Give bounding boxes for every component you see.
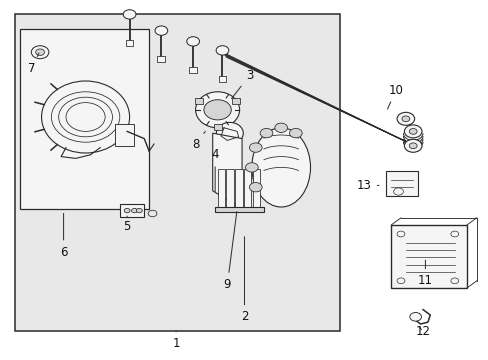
Circle shape [155, 26, 167, 35]
Polygon shape [212, 133, 242, 209]
Bar [215, 207, 264, 212]
Bar [252, 169, 260, 211]
Circle shape [289, 129, 302, 138]
Text: 3: 3 [231, 69, 253, 99]
Circle shape [408, 143, 416, 149]
Text: 12: 12 [415, 325, 429, 338]
Circle shape [409, 312, 421, 321]
Circle shape [186, 37, 199, 46]
Bar [386, 171, 417, 196]
Text: 9: 9 [223, 212, 236, 291]
Circle shape [245, 163, 258, 172]
Circle shape [203, 100, 231, 120]
Bar [213, 124, 221, 130]
Bar [120, 204, 144, 217]
Circle shape [136, 208, 142, 213]
Text: 7: 7 [28, 53, 39, 75]
Bar [125, 40, 133, 46]
Bar [218, 76, 226, 82]
Text: 4: 4 [211, 148, 219, 192]
Text: 13: 13 [356, 179, 378, 192]
Circle shape [131, 208, 137, 213]
Circle shape [123, 10, 136, 19]
Text: 1: 1 [172, 330, 180, 350]
Ellipse shape [195, 92, 239, 128]
Bar [195, 98, 203, 104]
Bar [390, 225, 466, 288]
Circle shape [249, 143, 262, 152]
Ellipse shape [251, 128, 310, 207]
Ellipse shape [216, 122, 243, 144]
Bar [20, 29, 149, 209]
Circle shape [404, 125, 421, 138]
Bar [157, 56, 165, 62]
Circle shape [249, 183, 262, 192]
Circle shape [31, 46, 49, 59]
Bar [15, 14, 339, 331]
Circle shape [396, 112, 414, 125]
Text: 8: 8 [191, 131, 205, 150]
Circle shape [260, 129, 272, 138]
Circle shape [274, 123, 287, 132]
Text: 5: 5 [123, 216, 131, 233]
Bar [244, 169, 251, 211]
Text: 6: 6 [60, 213, 67, 258]
Circle shape [404, 139, 421, 152]
Circle shape [401, 116, 409, 122]
Bar [115, 124, 134, 146]
Text: 10: 10 [386, 84, 403, 109]
Bar [226, 169, 233, 211]
Text: 2: 2 [240, 237, 248, 323]
Text: 11: 11 [417, 260, 432, 287]
Circle shape [216, 46, 228, 55]
Circle shape [124, 208, 130, 213]
Bar [189, 67, 197, 73]
Bar [217, 169, 224, 211]
Circle shape [36, 49, 44, 55]
Circle shape [408, 129, 416, 134]
Ellipse shape [41, 81, 129, 153]
Bar [235, 169, 242, 211]
Bar [232, 98, 240, 104]
